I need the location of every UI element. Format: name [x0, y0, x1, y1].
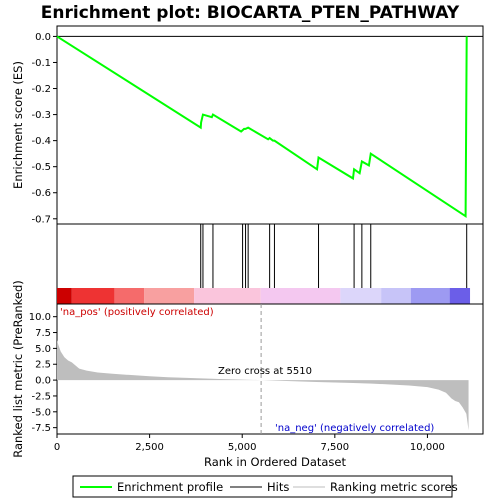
rank-color-bar	[57, 288, 470, 304]
x-tick-label: 0	[54, 442, 60, 453]
es-y-tick-label: -0.5	[31, 162, 51, 173]
color-bar-segment	[381, 288, 411, 304]
metric-y-tick-label: 10.0	[29, 312, 51, 323]
metric-panel: 10.0 7.5 5.0 2.5 0.0 -2.5 -5.0 -7.5 'na_pos' (p…	[11, 280, 483, 458]
metric-y-tick-label: 5.0	[35, 344, 51, 355]
es-y-tick-label: -0.6	[31, 188, 51, 199]
es-panel: 0.0 -0.1 -0.2 -0.3 -0.4 -0.5 -0.6 -0.7 Enrichme…	[11, 26, 483, 225]
metric-y-tick-label: -2.5	[31, 391, 51, 402]
es-panel-frame	[57, 26, 483, 224]
color-bar-segment	[261, 288, 341, 304]
color-bar-segment	[340, 288, 381, 304]
neg-correlated-label: 'na_neg' (negatively correlated)	[275, 423, 434, 434]
metric-y-axis-label: Ranked list metric (PreRanked)	[11, 280, 25, 458]
metric-y-tick-label: -7.5	[31, 423, 51, 434]
x-axis-label: Rank in Ordered Dataset	[204, 455, 347, 469]
es-y-ticks: 0.0 -0.1 -0.2 -0.3 -0.4 -0.5 -0.6 -0.7	[31, 32, 57, 225]
x-tick-label: 2,500	[135, 442, 164, 453]
color-bar-segment	[194, 288, 261, 304]
metric-y-tick-label: 2.5	[35, 360, 51, 371]
color-bar-segment	[72, 288, 115, 304]
x-tick-label: 10,000	[410, 442, 445, 453]
metric-y-ticks: 10.0 7.5 5.0 2.5 0.0 -2.5 -5.0 -7.5	[29, 312, 57, 434]
color-bar-segment	[411, 288, 450, 304]
chart-title: Enrichment plot: BIOCARTA_PTEN_PATHWAY	[41, 3, 460, 23]
color-bar-segment	[57, 288, 72, 304]
es-y-tick-label: -0.2	[31, 84, 51, 95]
x-axis-ticks: 0 2,500 5,000 7,500 10,000	[54, 434, 445, 453]
es-y-tick-label: 0.0	[35, 32, 51, 43]
es-y-tick-label: -0.4	[31, 136, 51, 147]
es-y-tick-label: -0.7	[31, 214, 51, 225]
es-y-tick-label: -0.3	[31, 110, 51, 121]
x-tick-label: 5,000	[228, 442, 257, 453]
color-bar-segment	[144, 288, 194, 304]
es-y-tick-label: -0.1	[31, 58, 51, 69]
hits-panel	[57, 224, 483, 304]
color-bar-segment	[450, 288, 470, 304]
metric-y-tick-label: 7.5	[35, 328, 51, 339]
zero-cross-label: Zero cross at 5510	[218, 366, 312, 377]
legend-label-hits: Hits	[267, 480, 289, 494]
legend-label-ranking-metric: Ranking metric scores	[330, 480, 458, 494]
legend-label-enrichment-profile: Enrichment profile	[117, 480, 223, 494]
metric-y-tick-label: -5.0	[31, 407, 51, 418]
metric-y-tick-label: 0.0	[35, 376, 51, 387]
pos-correlated-label: 'na_pos' (positively correlated)	[60, 307, 214, 318]
legend: Enrichment profile Hits Ranking metric s…	[73, 476, 458, 497]
es-y-axis-label: Enrichment score (ES)	[11, 61, 25, 189]
x-tick-label: 7,500	[321, 442, 350, 453]
color-bar-segment	[114, 288, 144, 304]
